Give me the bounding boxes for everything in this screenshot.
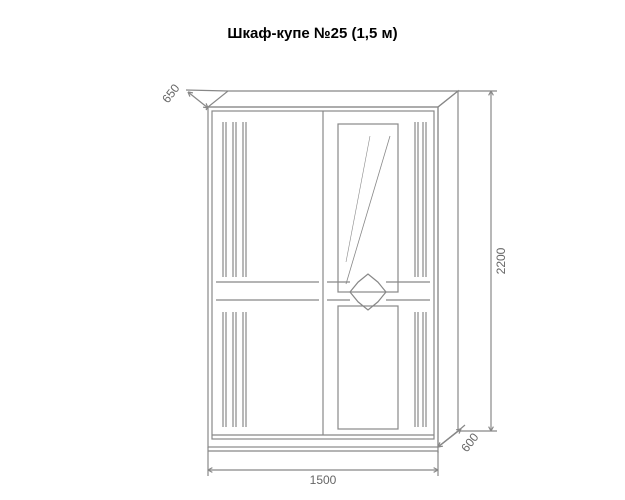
svg-text:650: 650 [159, 81, 183, 106]
svg-text:1500: 1500 [309, 473, 336, 487]
svg-text:600: 600 [458, 430, 482, 455]
technical-drawing: 1500 2200 650 600 [73, 52, 553, 492]
svg-text:2200: 2200 [494, 247, 508, 274]
page-title: Шкаф-купе №25 (1,5 м) [227, 25, 397, 42]
wardrobe-diagram: 1500 2200 650 600 [73, 52, 553, 492]
